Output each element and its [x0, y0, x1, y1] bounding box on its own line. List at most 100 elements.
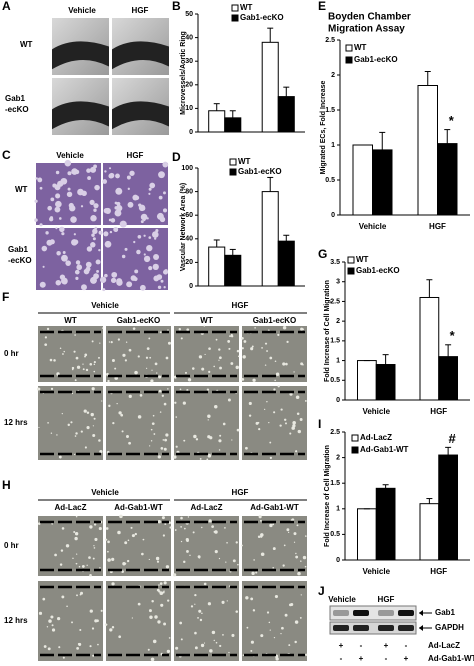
cell: [64, 159, 72, 167]
cell: [159, 216, 166, 223]
column-label: Ad-Gab1-WT: [114, 503, 163, 512]
cell: [127, 539, 130, 542]
cell: [148, 558, 150, 561]
cell: [116, 402, 118, 405]
cell: [302, 555, 307, 560]
cell: [97, 643, 99, 646]
cell: [198, 355, 203, 359]
cell: [215, 641, 218, 644]
cell: [107, 550, 109, 553]
cell: [165, 565, 170, 569]
cell: [179, 388, 182, 391]
cell: [119, 514, 123, 519]
blot-band: [398, 625, 414, 631]
cell: [162, 439, 165, 441]
cell: [198, 609, 202, 613]
cell: [49, 358, 53, 362]
cell: [75, 432, 78, 435]
cell: [81, 565, 85, 568]
cell: [200, 643, 205, 648]
cell: [121, 254, 126, 259]
cell: [58, 646, 61, 649]
cell: [187, 516, 190, 518]
cell: [154, 615, 158, 619]
cell: [251, 571, 255, 576]
cell: [236, 428, 240, 432]
cell: [273, 388, 276, 391]
legend-label: WT: [240, 3, 253, 12]
cell: [95, 259, 101, 265]
legend-label: Gab1-ecKO: [356, 266, 400, 275]
cell: [110, 277, 117, 284]
cell: [100, 609, 103, 612]
cell: [148, 337, 151, 340]
cell: [143, 255, 151, 263]
cell: [289, 603, 292, 607]
cell: [167, 329, 169, 331]
cell: [157, 620, 161, 624]
cell: [218, 449, 221, 451]
micrograph: [242, 516, 307, 576]
cell: [154, 237, 157, 240]
cell: [45, 231, 49, 235]
cell: [80, 591, 84, 595]
cell: [207, 454, 212, 458]
cell: [62, 279, 68, 285]
sign: -: [360, 641, 363, 650]
micrograph-tissue: [52, 41, 109, 70]
cell: [128, 441, 131, 445]
cell: [297, 571, 301, 576]
cell: [69, 205, 76, 212]
cell: [218, 439, 222, 443]
y-tick-label: 0.5: [325, 177, 335, 184]
micrograph: [38, 326, 103, 382]
cell: [98, 230, 103, 235]
cell: [74, 334, 76, 336]
cell: [76, 553, 78, 555]
cell: [218, 348, 221, 351]
cell: [242, 355, 246, 359]
cell: [115, 187, 123, 195]
y-axis-label: Vascular Network Area (%): [180, 183, 187, 271]
cell: [74, 379, 77, 382]
y-axis-label: Microvessels/Aortic Ring: [180, 31, 187, 115]
cell: [71, 368, 74, 371]
cell: [285, 362, 288, 366]
micrograph: [103, 163, 168, 225]
cell: [59, 217, 62, 220]
cell: [74, 269, 80, 275]
cell: [194, 593, 197, 597]
cell: [108, 173, 114, 179]
cell: [141, 552, 144, 556]
cell: [258, 515, 262, 519]
micrograph: [106, 516, 171, 576]
cell: [269, 523, 273, 528]
cell: [129, 170, 135, 176]
bar: [375, 364, 396, 401]
cell: [192, 367, 195, 370]
cell: [104, 207, 111, 214]
bar: [438, 356, 458, 401]
cell: [162, 534, 165, 537]
cell: [195, 438, 199, 441]
cell: [279, 424, 282, 427]
arrow-head: [419, 625, 423, 631]
cell: [299, 418, 303, 421]
cell: [112, 421, 115, 425]
micrograph: [106, 386, 171, 460]
legend-label: Gab1-ecKO: [240, 13, 284, 22]
cell: [273, 411, 276, 414]
cell: [86, 564, 88, 566]
row-label: Gab1: [8, 245, 29, 254]
cell: [73, 350, 76, 353]
cell: [75, 515, 78, 518]
cell: [98, 356, 100, 359]
blot-band: [398, 610, 414, 616]
cell: [224, 527, 226, 529]
column-label: Gab1-ecKO: [117, 316, 161, 325]
blot-band: [353, 610, 369, 616]
cell: [225, 561, 227, 563]
y-tick-label: 3: [336, 279, 340, 286]
cell: [190, 605, 194, 608]
cell: [107, 540, 110, 544]
